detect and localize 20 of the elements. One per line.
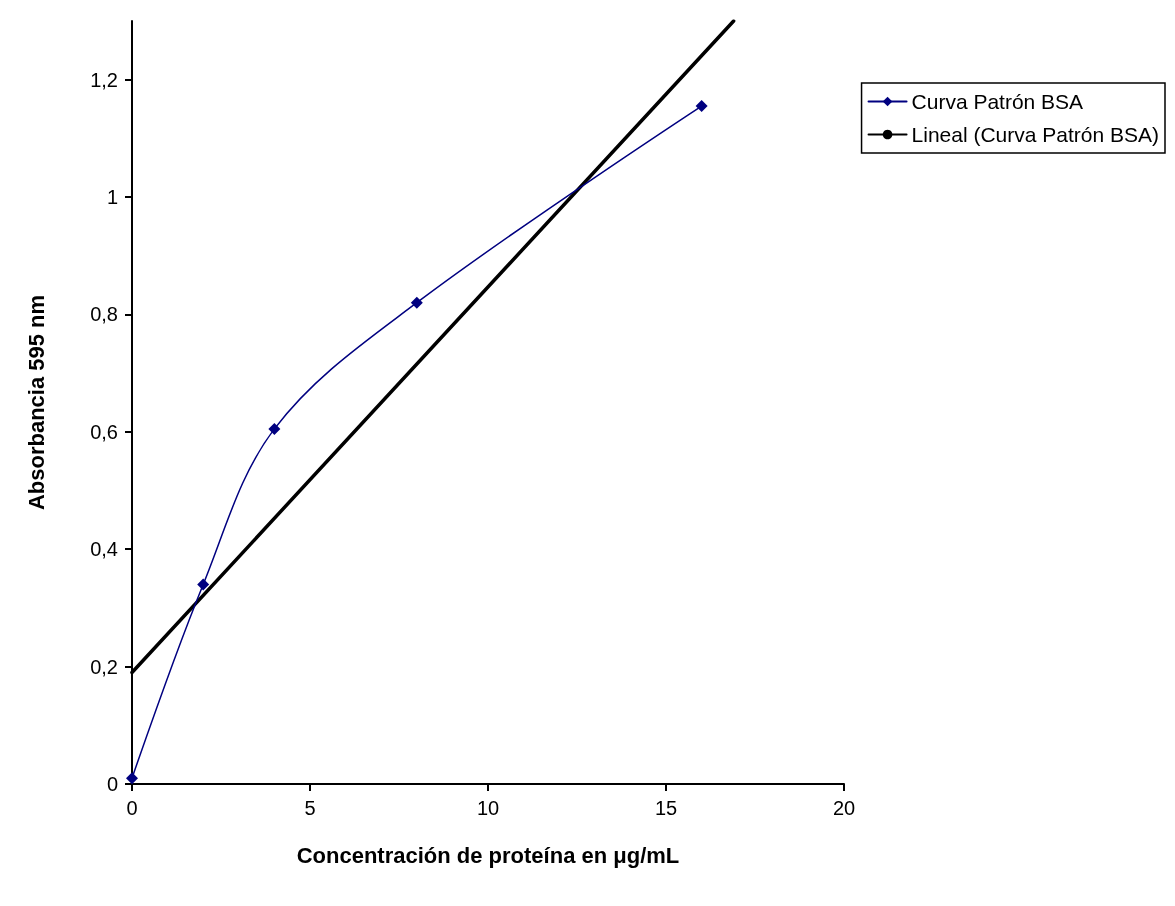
y-axis-title: Absorbancia 595 nm [23,294,49,511]
y-tick-label: 1,2 [90,68,118,91]
y-tick-label: 0 [106,773,118,795]
y-tick-label: 0,8 [90,303,118,326]
x-tick-label: 20 [832,797,856,819]
legend-label: Lineal (Curva Patrón BSA) [911,123,1160,146]
x-tick-label: 15 [654,797,678,819]
y-tick-label: 0,4 [90,538,118,561]
point [197,578,210,591]
x-axis-title: Concentración de proteína en μg/mL [296,842,680,868]
y-tick-label: 1 [106,186,118,209]
x-tick-label: 10 [476,797,500,819]
point [695,100,708,113]
x-tick-label: 5 [304,797,316,819]
point [268,422,281,435]
legend-label: Curva Patrón BSA [911,90,1084,113]
point [410,296,423,309]
x-tick-label: 0 [126,797,138,819]
y-tick-label: 0,2 [90,655,118,678]
y-tick-label: 0,6 [90,420,118,443]
